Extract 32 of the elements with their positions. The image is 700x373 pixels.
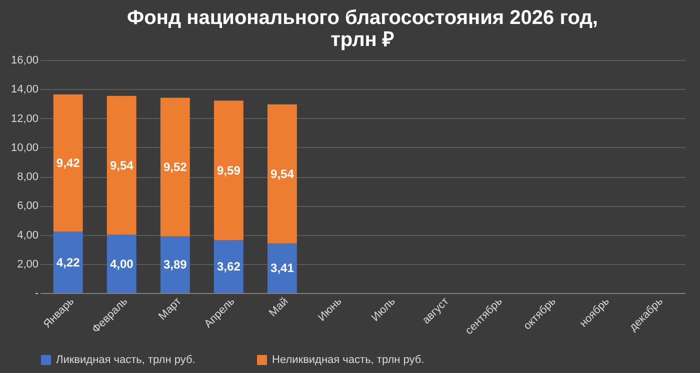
data-label: 3,62	[217, 260, 241, 274]
y-tick-label: 12,00	[10, 112, 38, 125]
bar	[267, 243, 297, 293]
data-label: 9,59	[217, 163, 241, 178]
bar	[106, 96, 136, 235]
data-label: 9,54	[110, 158, 134, 172]
bar	[160, 236, 190, 293]
data-label: 3,41	[270, 261, 294, 276]
bar	[214, 100, 244, 240]
data-label: 3,89	[163, 258, 188, 272]
data-label: 4,00	[110, 256, 134, 271]
data-label: 9,52	[163, 160, 188, 174]
data-label: 9,42	[56, 156, 80, 170]
chart-title: Фонд национального благосостояния 2026 год, трлн ₽	[127, 7, 598, 51]
y-tick-label: 4,00	[17, 229, 38, 242]
data-label: 9,54	[270, 166, 294, 181]
bar	[53, 232, 83, 293]
bar	[214, 240, 244, 293]
y-tick-label: 8,00	[17, 171, 38, 183]
legend-label: Ликвидная часть, трлн руб.	[56, 354, 196, 366]
y-tick-label: 6,00	[17, 200, 38, 212]
y-tick-label: 2,00	[17, 258, 38, 270]
y-tick-label: -	[34, 288, 39, 300]
legend-label: Неликвидная часть, трлн руб.	[272, 354, 424, 366]
bar	[160, 98, 190, 236]
bar	[53, 94, 83, 232]
bar	[267, 104, 297, 244]
y-tick-label: 16,00	[10, 54, 38, 66]
data-label: 4,22	[56, 255, 80, 270]
y-tick-label: 14,00	[10, 84, 38, 96]
y-tick-label: 10,00	[10, 142, 38, 154]
bar	[106, 234, 136, 293]
